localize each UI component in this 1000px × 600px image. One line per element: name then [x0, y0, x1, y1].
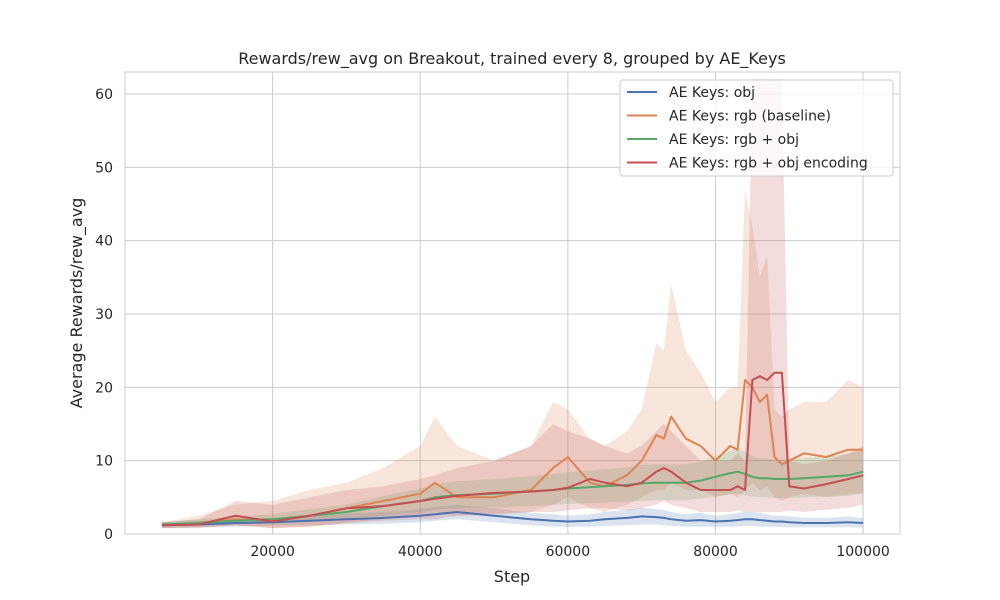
series-line-1 [161, 379, 864, 527]
y-tick-label-3: 30 [95, 307, 113, 323]
series-band-2 [161, 448, 864, 527]
y-tick-label-1: 10 [95, 454, 113, 470]
x-tick-label-2: 60000 [546, 544, 591, 560]
y-tick-label-4: 40 [95, 234, 113, 250]
series-band-0 [161, 504, 864, 529]
y-tick-labels: 0 10 20 30 40 50 60 [95, 87, 113, 543]
y-tick-label-2: 20 [95, 380, 113, 396]
legend-label-2: AE Keys: rgb + obj [669, 132, 799, 148]
x-tick-label-3: 80000 [693, 544, 738, 560]
y-axis-label: Average Rewards/rew_avg [67, 198, 87, 409]
grid-lines [125, 72, 900, 535]
x-tick-labels: 20000 40000 60000 80000 100000 [250, 544, 889, 560]
confidence-bands [161, 79, 864, 529]
series-line-0 [161, 511, 864, 527]
legend-label-3: AE Keys: rgb + obj encoding [669, 156, 868, 172]
legend: AE Keys: obj AE Keys: rgb (baseline) AE Ke… [619, 79, 894, 177]
x-tick-label-0: 20000 [250, 544, 295, 560]
y-tick-label-6: 60 [95, 87, 113, 103]
series-band-1 [161, 189, 864, 529]
chart-title: Rewards/rew_avg on Breakout, trained eve… [238, 49, 786, 69]
y-tick-label-5: 50 [95, 160, 113, 176]
series-band-3 [161, 79, 864, 529]
x-tick-label-4: 100000 [836, 544, 889, 560]
series-lines [161, 371, 864, 527]
series-line-3 [161, 371, 864, 527]
x-tick-label-1: 40000 [398, 544, 443, 560]
legend-box [619, 79, 894, 177]
legend-label-0: AE Keys: obj [669, 85, 755, 101]
y-tick-label-0: 0 [104, 527, 113, 543]
x-axis-label: Step [494, 567, 530, 586]
legend-label-1: AE Keys: rgb (baseline) [669, 109, 831, 125]
